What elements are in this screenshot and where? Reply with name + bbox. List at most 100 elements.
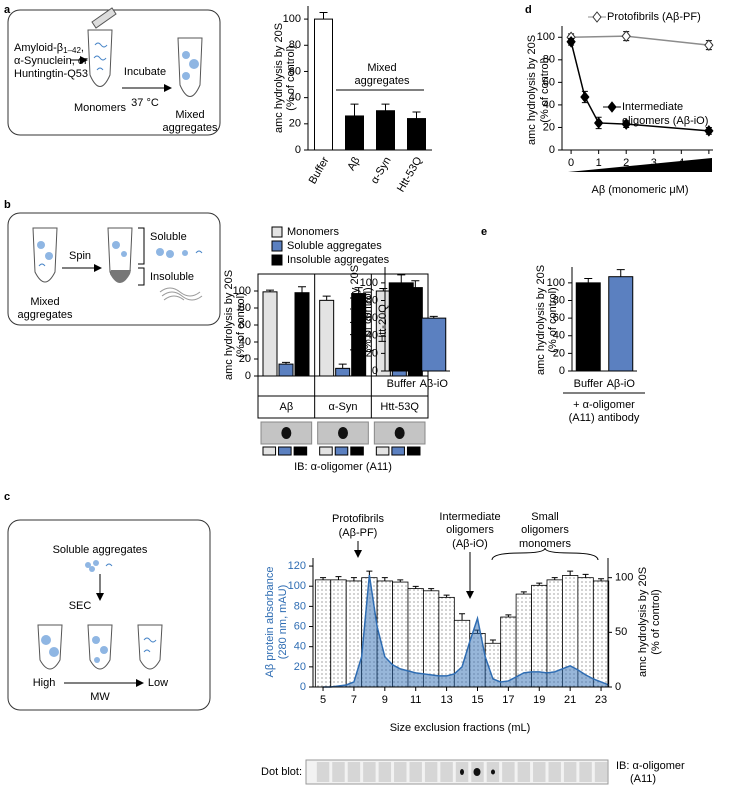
bar xyxy=(351,293,367,377)
bar xyxy=(376,110,395,151)
error-bar xyxy=(505,614,512,618)
schematic-text: α-Synuclein, or xyxy=(14,55,88,67)
panel-label: d xyxy=(525,4,532,16)
blot-lane xyxy=(579,762,592,782)
y-axis-label: (% of control) xyxy=(539,57,551,122)
schematic-text: Soluble aggregates xyxy=(53,544,148,556)
error-bar xyxy=(350,577,357,581)
x-tick-label: 5 xyxy=(706,157,712,169)
x-tick-label: Htt-53Q xyxy=(380,401,419,413)
x-axis-label: Aβ (monomeric μM) xyxy=(591,184,688,196)
marker xyxy=(704,125,714,137)
y-tick-label: 80 xyxy=(366,294,378,306)
bar xyxy=(278,363,294,377)
x-tick-label: 1 xyxy=(596,157,602,169)
blot-lanes xyxy=(316,762,608,782)
error-bar xyxy=(397,274,406,283)
y-tick-label: 100 xyxy=(283,13,301,25)
y-axis-label: amc hydrolysis by 20S xyxy=(637,567,649,677)
y-tick-label: 60 xyxy=(294,620,306,632)
blot-lane xyxy=(316,762,330,782)
x-axis-label: Size exclusion fractions (mL) xyxy=(390,722,531,734)
y-tick-label: 0 xyxy=(295,144,301,156)
bar xyxy=(330,579,347,688)
blot-key xyxy=(334,446,349,456)
error-bar xyxy=(322,295,331,301)
schematic-text: Insoluble xyxy=(150,271,194,283)
error-bar xyxy=(489,639,496,644)
bar xyxy=(421,317,447,372)
blot-lane xyxy=(347,762,361,782)
error-bar xyxy=(298,286,306,293)
y-tick-label: 0 xyxy=(245,370,251,382)
error-bar xyxy=(338,363,347,369)
blot-lane xyxy=(548,762,561,782)
blot-lane xyxy=(440,762,453,782)
bar xyxy=(335,367,351,377)
y-tick-label: 0 xyxy=(300,681,306,693)
y-tick-label: 20 xyxy=(239,353,251,365)
blot-lane xyxy=(424,762,438,782)
blot-lane xyxy=(378,762,392,782)
annotation: (A11) antibody xyxy=(569,412,640,424)
error-bar xyxy=(412,111,421,119)
x-tick-label: α-Syn xyxy=(329,401,358,413)
x-tick-label: 0 xyxy=(568,157,574,169)
x-tick-label: Aβ xyxy=(279,401,293,413)
annotation: (A11) xyxy=(630,773,656,785)
y-tick-label: 40 xyxy=(543,99,555,111)
annotation: Protofibrils xyxy=(332,513,384,525)
y-axis-label: amc hydrolysis by 20S xyxy=(526,35,538,145)
blot-lane xyxy=(533,762,546,782)
schematic-text: Huntingtin-Q53 xyxy=(14,68,88,80)
marker xyxy=(704,39,714,51)
annotation: Small xyxy=(531,511,559,523)
y-tick-label: 20 xyxy=(289,118,301,130)
x-tick-label: Aβ-iO xyxy=(607,378,636,390)
x-tick-label: 13 xyxy=(440,694,452,706)
y-tick-label: 100 xyxy=(233,285,251,297)
blot-key xyxy=(293,446,308,456)
x-tick-label: 15 xyxy=(471,694,483,706)
error-bar xyxy=(319,12,328,20)
bar xyxy=(423,590,440,688)
schematic-text: Mixed xyxy=(175,109,204,121)
blot-key xyxy=(406,446,421,456)
y-tick-label: 0 xyxy=(559,365,565,377)
blot-dot xyxy=(338,427,348,439)
legend-label: Insoluble aggregates xyxy=(287,254,390,266)
blot-key xyxy=(350,446,364,456)
y-tick-label: 0 xyxy=(372,365,378,377)
panel-label: c xyxy=(4,491,10,503)
y-tick-label: 80 xyxy=(239,302,251,314)
y-tick-label: 80 xyxy=(289,39,301,51)
y-tick-label: 40 xyxy=(239,336,251,348)
y-tick-label: 0 xyxy=(615,681,621,693)
legend-label: Intermediate oligomers (Aβ-iO) xyxy=(622,101,709,127)
error-bar xyxy=(428,588,435,591)
panel-label: e xyxy=(481,226,487,238)
blot-dot xyxy=(394,427,405,439)
blot-lane xyxy=(394,762,407,782)
schematic-a xyxy=(7,7,221,136)
series-line xyxy=(571,35,709,46)
legend-marker xyxy=(592,11,602,23)
x-tick-label: Buffer xyxy=(307,155,332,187)
y-tick-label: 0 xyxy=(549,144,555,156)
area-fill xyxy=(323,575,609,687)
y-tick-label: 60 xyxy=(366,312,378,324)
schematic-text: Incubate xyxy=(124,66,166,78)
schematic-text: aggregates xyxy=(17,309,73,321)
y-tick-label: 100 xyxy=(615,572,633,584)
x-tick-label: 17 xyxy=(502,694,514,706)
schematic-text: High xyxy=(33,677,56,689)
y-tick-label: 20 xyxy=(553,347,565,359)
blot-key xyxy=(319,446,333,456)
x-tick-label: Aβ-iO xyxy=(420,378,449,390)
error-bar xyxy=(598,578,605,581)
x-tick-label: 9 xyxy=(382,694,388,706)
marker xyxy=(621,118,631,130)
error-bar xyxy=(320,577,327,580)
error-bar xyxy=(567,570,574,576)
annotation: (Aβ-PF) xyxy=(339,527,378,539)
